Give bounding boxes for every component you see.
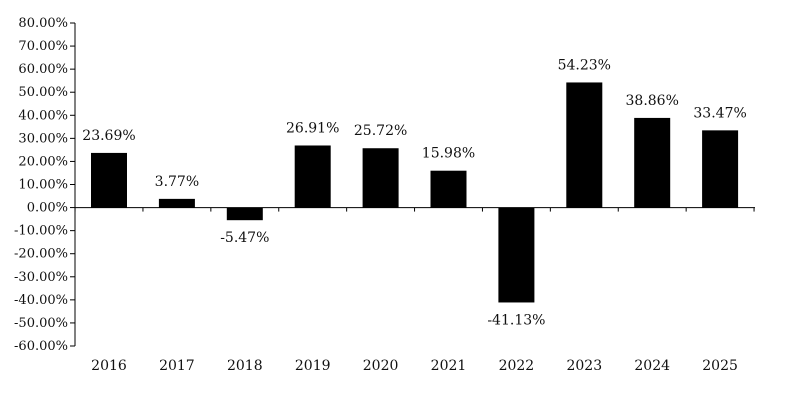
y-tick-label: -40.00%: [14, 293, 68, 308]
data-label-2019: 26.91%: [286, 120, 339, 136]
y-axis: 80.00% 70.00% 60.00% 50.00% 40.00% 30.00% 20.0…: [14, 16, 76, 354]
y-tick-label: 10.00%: [18, 178, 68, 193]
bar-2024: [634, 117, 671, 208]
y-tick-label: -50.00%: [14, 316, 68, 331]
x-tick-label-2018: 2018: [227, 358, 263, 374]
x-tick-label-2020: 2020: [363, 358, 399, 374]
x-tick-label-2025: 2025: [702, 358, 738, 374]
data-label-2022: -41.13%: [487, 312, 545, 328]
x-tick-label-2019: 2019: [295, 358, 331, 374]
x-tick-label-2016: 2016: [91, 358, 127, 374]
y-tick-label: 30.00%: [18, 131, 68, 146]
y-tick-label: -60.00%: [14, 339, 68, 354]
y-tick-label: 80.00%: [18, 16, 68, 31]
bar-2022: [498, 207, 535, 303]
y-tick-label: 20.00%: [18, 154, 68, 169]
data-label-2016: 23.69%: [82, 128, 135, 144]
data-label-2018: -5.47%: [220, 230, 269, 246]
data-label-2023: 54.23%: [558, 57, 611, 73]
bar-2021: [430, 170, 467, 208]
bars: [91, 82, 739, 303]
y-tick-label: -30.00%: [14, 270, 68, 285]
y-tick-label: 60.00%: [18, 62, 68, 77]
y-tick-label: 70.00%: [18, 39, 68, 54]
x-tick-label-2021: 2021: [431, 358, 467, 374]
y-tick-label: 40.00%: [18, 108, 68, 123]
data-label-2021: 15.98%: [422, 146, 475, 162]
x-axis: 2016 2017 2018 2019 2020 2021 2022 2023 2024 2025: [74, 207, 755, 374]
y-tick-label: -10.00%: [14, 224, 68, 239]
bar-2019: [294, 145, 331, 208]
bar-2017: [158, 198, 195, 208]
y-tick-label: 50.00%: [18, 85, 68, 100]
data-label-2024: 38.86%: [626, 93, 679, 109]
x-tick-label-2022: 2022: [499, 358, 535, 374]
data-labels: 23.69% 3.77% -5.47% 26.91% 25.72% 15.98% -41.1…: [82, 57, 746, 328]
data-label-2020: 25.72%: [354, 123, 407, 139]
x-tick-label-2017: 2017: [159, 358, 195, 374]
x-tick-label-2023: 2023: [566, 358, 602, 374]
data-label-2025: 33.47%: [693, 105, 746, 121]
bar-2025: [702, 130, 739, 208]
data-label-2017: 3.77%: [155, 174, 199, 190]
bar-2016: [91, 152, 127, 208]
y-tick-label: 0.00%: [27, 201, 68, 216]
bar-2020: [362, 148, 399, 208]
x-tick-label-2024: 2024: [634, 358, 670, 374]
bar-2018: [226, 207, 263, 221]
bar-2023: [566, 82, 603, 208]
y-tick-label: -20.00%: [14, 247, 68, 262]
